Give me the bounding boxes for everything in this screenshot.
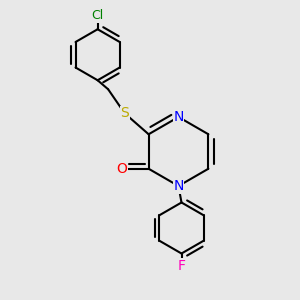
Text: S: S xyxy=(120,106,129,120)
Text: F: F xyxy=(178,259,185,272)
Text: O: O xyxy=(116,162,127,176)
Text: N: N xyxy=(173,110,184,124)
Text: N: N xyxy=(173,179,184,193)
Text: Cl: Cl xyxy=(92,9,104,22)
